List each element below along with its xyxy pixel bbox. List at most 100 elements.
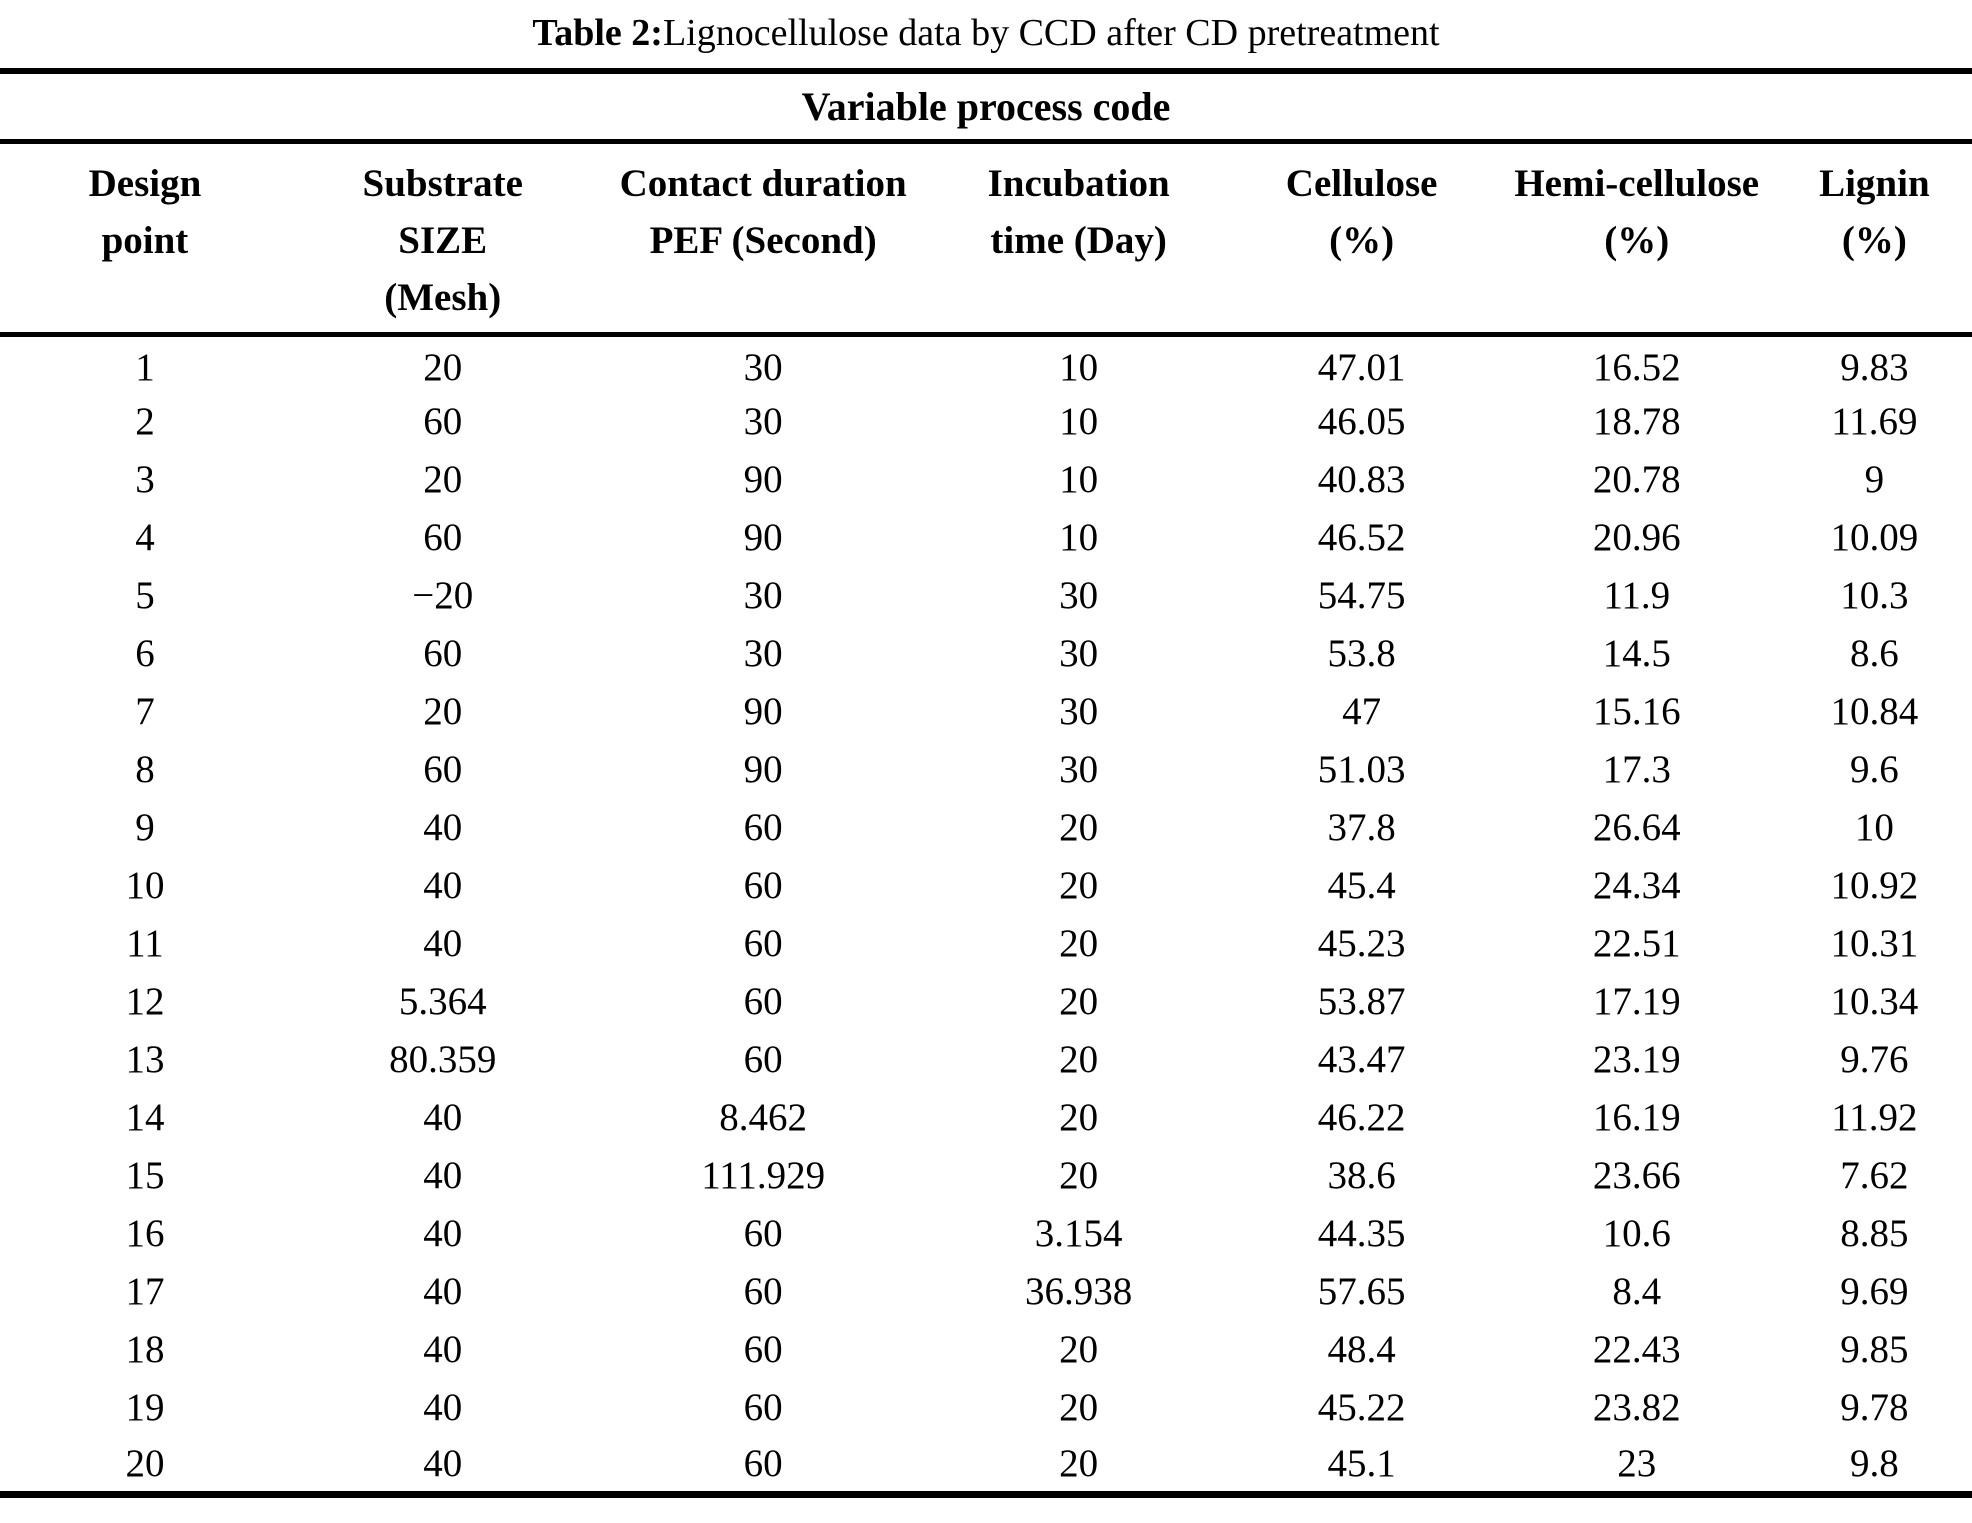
table-cell: 8.4	[1612, 1269, 1662, 1313]
spanning-header-row: Variable process code	[0, 71, 1972, 144]
table-cell: 9.78	[1840, 1385, 1909, 1429]
table-cell: 9	[1864, 457, 1885, 501]
table-row: 10 40 60 20 45.4 24.34 10.92	[0, 856, 1972, 914]
table-cell: 38.6	[1327, 1153, 1396, 1197]
table-cell: 16.19	[1592, 1095, 1681, 1139]
table-cell: 40.83	[1317, 457, 1406, 501]
table-cell: 10.3	[1840, 573, 1909, 617]
table-cell: 60	[423, 747, 463, 791]
table-cell: 47	[1342, 689, 1382, 733]
table-cell: 45.23	[1317, 921, 1406, 965]
table-cell: 23	[1617, 1441, 1657, 1485]
table-cell: 10	[1059, 457, 1099, 501]
table-cell: 10	[1059, 399, 1099, 443]
table-cell: 20	[1059, 1037, 1099, 1081]
table-row: 16 40 60 3.154 44.35 10.6 8.85	[0, 1204, 1972, 1262]
table-cell: 16	[125, 1211, 165, 1255]
table-cell: 16.52	[1592, 345, 1681, 389]
table-body: 1 20 30 10 47.01 16.52 9.83 2 60 30 10 46.05 18.78 11…	[0, 334, 1972, 1494]
table-header: Variable process code Design point Subst…	[0, 71, 1972, 337]
table-row: 7 20 90 30 47 15.16 10.84	[0, 682, 1972, 740]
table-cell: 30	[743, 573, 783, 617]
table-cell: 17.3	[1602, 747, 1671, 791]
table-row: 18 40 60 20 48.4 22.43 9.85	[0, 1320, 1972, 1378]
column-header-row: Design point Substrate SIZE (Mesh) Conta…	[0, 141, 1972, 337]
table-cell: 9	[135, 805, 155, 849]
table-cell: 40	[423, 921, 463, 965]
table-cell: 3.154	[1034, 1211, 1123, 1255]
table-cell: 6	[135, 631, 155, 675]
table-cell: 9.6	[1849, 747, 1899, 791]
table-cell: 19	[125, 1385, 165, 1429]
table-cell: 30	[1059, 689, 1099, 733]
table-cell: 24.34	[1592, 863, 1681, 907]
table-cell: 20	[1059, 1441, 1099, 1485]
table-row: 6 60 30 30 53.8 14.5 8.6	[0, 624, 1972, 682]
table-cell: 10.92	[1830, 863, 1919, 907]
table-cell: 40	[423, 805, 463, 849]
table-cell: 20	[423, 457, 463, 501]
table-cell: 30	[1059, 747, 1099, 791]
table-cell: 15	[125, 1153, 165, 1197]
table-cell: 26.64	[1592, 805, 1681, 849]
table-row: 20 40 60 20 45.1 23 9.8	[0, 1436, 1972, 1494]
table-cell: 12	[125, 979, 165, 1023]
table-cell: 54.75	[1317, 573, 1406, 617]
table-cell: 20	[125, 1441, 165, 1485]
table-cell: 8	[135, 747, 155, 791]
table-cell: 20	[1059, 921, 1099, 965]
table-cell: 17.19	[1592, 979, 1681, 1023]
table-cell: 23.19	[1592, 1037, 1681, 1081]
table-cell: 20	[1059, 805, 1099, 849]
table-cell: 111.929	[701, 1153, 826, 1197]
table-cell: 11	[126, 921, 164, 965]
table-cell: 40	[423, 1327, 463, 1371]
table-cell: 46.05	[1317, 399, 1406, 443]
table-cell: 60	[743, 1211, 783, 1255]
table-cell: 60	[743, 863, 783, 907]
table-cell: 9.83	[1840, 345, 1909, 389]
table-cell: 53.8	[1327, 631, 1396, 675]
table-cell: 60	[743, 1441, 783, 1485]
table-cell: 22.51	[1592, 921, 1681, 965]
table-cell: 10.34	[1830, 979, 1919, 1023]
table-cell: 14.5	[1602, 631, 1671, 675]
table-cell: 60	[743, 1037, 783, 1081]
table-cell: 10.09	[1830, 515, 1919, 559]
table-row: 19 40 60 20 45.22 23.82 9.78	[0, 1378, 1972, 1436]
table-cell: 20	[1059, 1327, 1099, 1371]
table-row: 12 5.364 60 20 53.87 17.19 10.34	[0, 972, 1972, 1030]
table-row: 1 20 30 10 47.01 16.52 9.83	[0, 334, 1972, 392]
table-cell: 20.78	[1592, 457, 1681, 501]
table-cell: 40	[423, 1441, 463, 1485]
table-cell: 2	[135, 399, 155, 443]
table-cell: 10.84	[1830, 689, 1919, 733]
table-cell: 1	[135, 345, 155, 389]
table-cell: 15.16	[1592, 689, 1681, 733]
table-cell: 57.65	[1317, 1269, 1406, 1313]
table-cell: 51.03	[1317, 747, 1406, 791]
table-row: 15 40 111.929 20 38.6 23.66 7.62	[0, 1146, 1972, 1204]
table-row: 4 60 90 10 46.52 20.96 10.09	[0, 508, 1972, 566]
table-cell: 20.96	[1592, 515, 1681, 559]
table-cell: 11.9	[1603, 573, 1671, 617]
table-cell: 30	[743, 631, 783, 675]
table-cell: 30	[743, 345, 783, 389]
table-cell: 7.62	[1840, 1153, 1909, 1197]
lignocellulose-data-table: Variable process code Design point Subst…	[0, 68, 1972, 1498]
column-header-design-point: Design point	[0, 141, 290, 337]
table-cell: 40	[423, 863, 463, 907]
table-cell: 30	[1059, 573, 1099, 617]
table-cell: 18.78	[1592, 399, 1681, 443]
table-cell: 60	[743, 1327, 783, 1371]
table-cell: 20	[1059, 1095, 1099, 1139]
table-cell: 45.22	[1317, 1385, 1406, 1429]
table-cell: 40	[423, 1153, 463, 1197]
table-cell: 13	[125, 1037, 165, 1081]
column-header-incubation-time: Incubation time (Day)	[930, 141, 1227, 337]
table-cell: 90	[743, 515, 783, 559]
table-row: 5 −20 30 30 54.75 11.9 10.3	[0, 566, 1972, 624]
table-row: 11 40 60 20 45.23 22.51 10.31	[0, 914, 1972, 972]
table-cell: 20	[1059, 1385, 1099, 1429]
